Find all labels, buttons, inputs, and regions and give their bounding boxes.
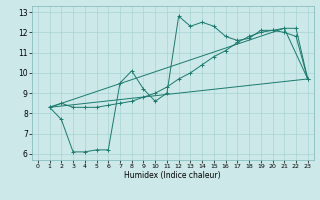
X-axis label: Humidex (Indice chaleur): Humidex (Indice chaleur) [124,171,221,180]
